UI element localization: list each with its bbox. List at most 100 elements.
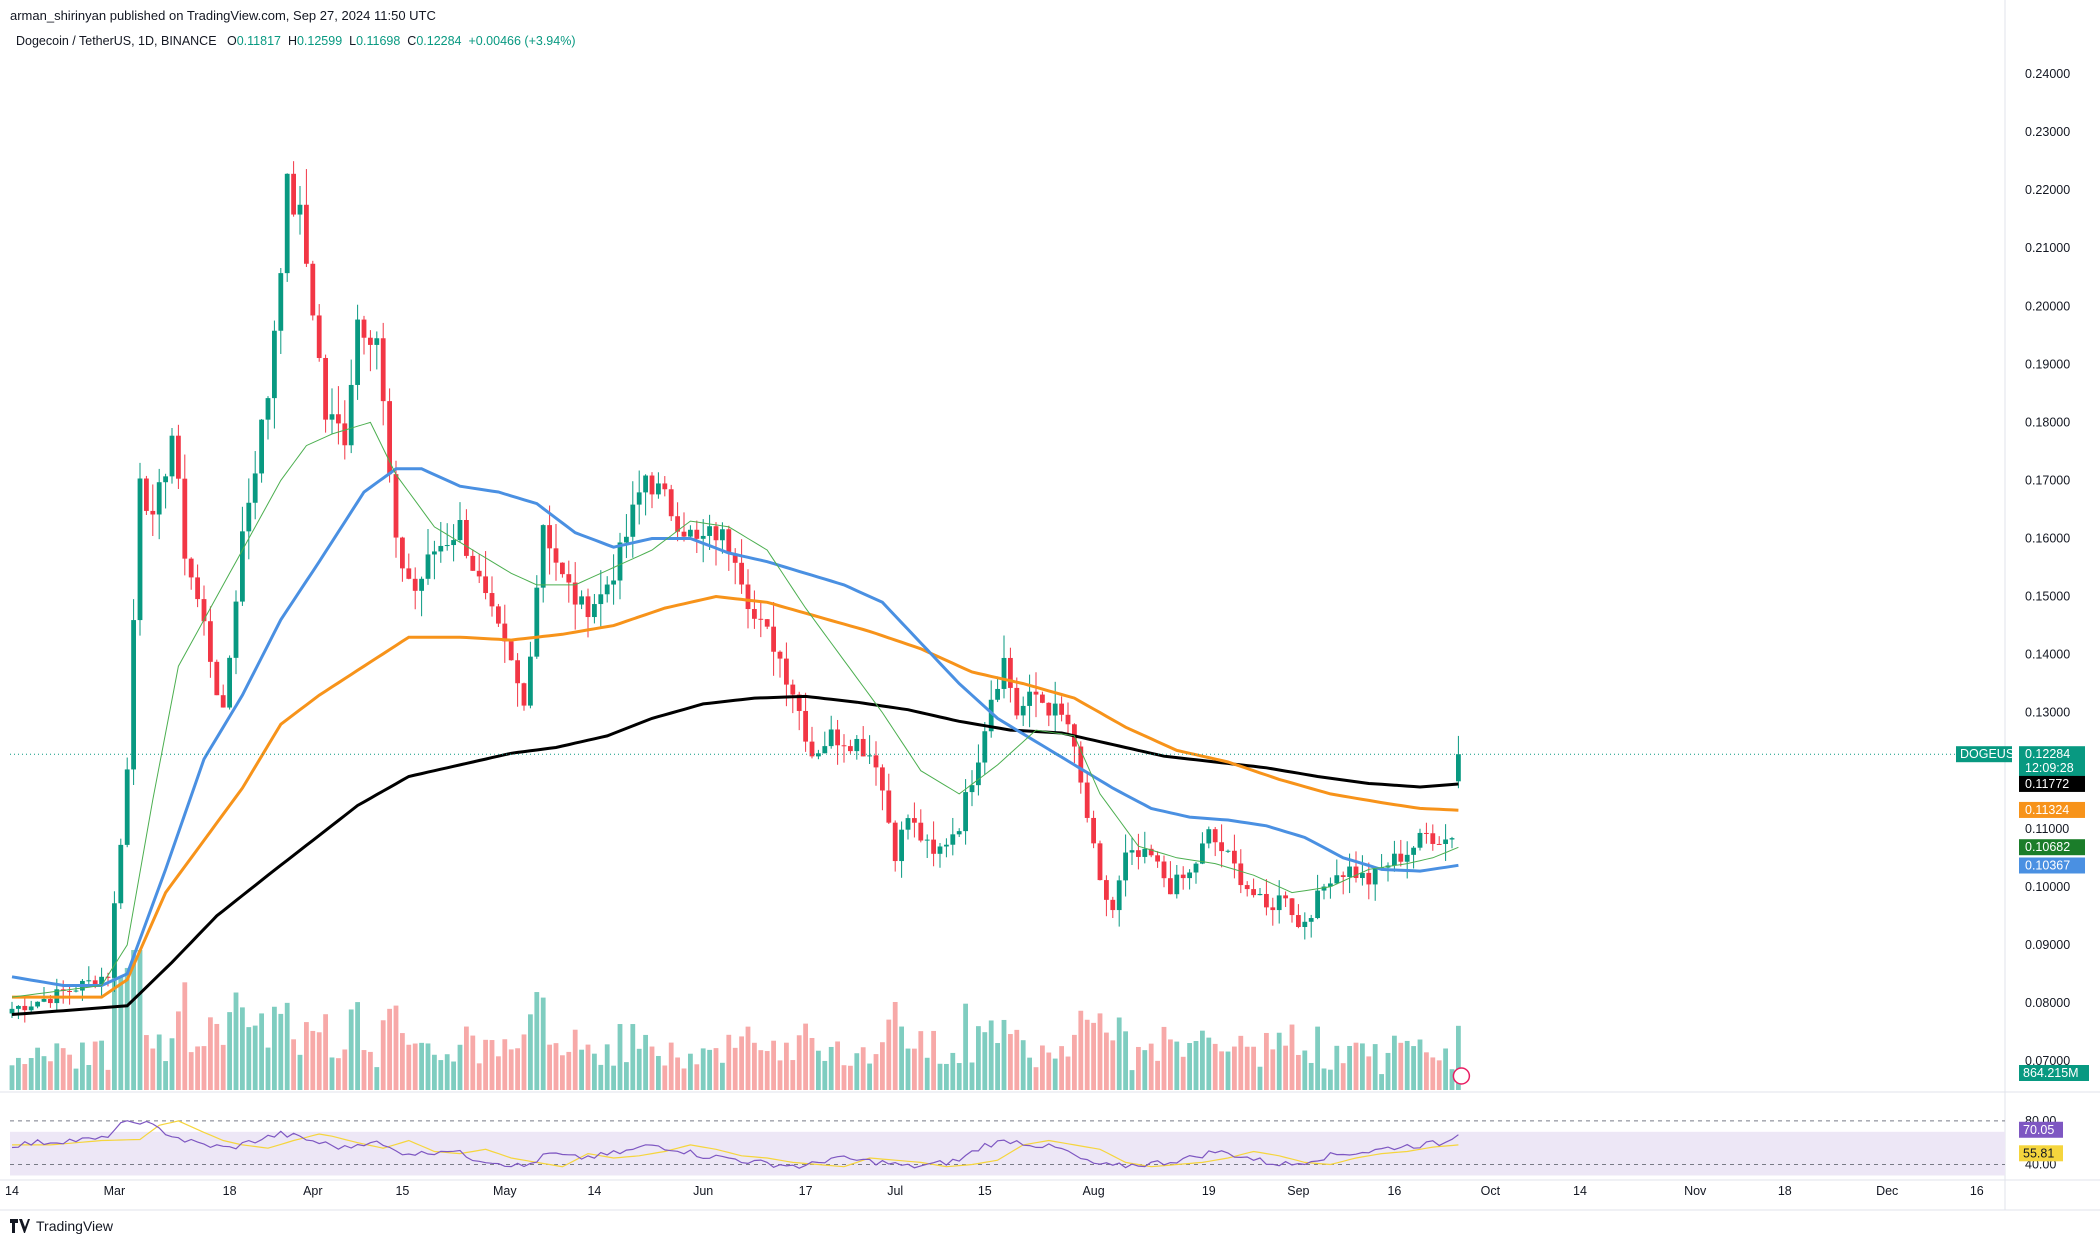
volume-bar xyxy=(419,1042,424,1090)
y-tick-label: 0.14000 xyxy=(2025,648,2070,662)
price-tag-symbol-bg xyxy=(1956,746,2012,763)
candle-body xyxy=(790,684,796,695)
candle-body xyxy=(796,694,802,711)
volume-bar xyxy=(483,1039,488,1090)
candle-body xyxy=(636,492,642,505)
volume-bar xyxy=(188,1052,194,1090)
x-tick-label: 17 xyxy=(799,1184,813,1198)
candle-body xyxy=(643,475,648,493)
volume-bar xyxy=(252,1025,258,1090)
volume-bar xyxy=(720,1062,725,1090)
volume-bar xyxy=(726,1034,732,1090)
volume-bar xyxy=(393,1005,399,1090)
volume-bar xyxy=(534,992,540,1090)
volume-bar xyxy=(425,1043,431,1090)
candle-body xyxy=(1161,861,1167,879)
publisher-line: arman_shirinyan published on TradingView… xyxy=(10,8,436,23)
rsi-value-tag: 55.81 xyxy=(2023,1146,2054,1160)
volume-bar xyxy=(758,1050,764,1090)
volume-bar xyxy=(982,1032,988,1090)
candle-body xyxy=(1353,866,1359,879)
candle-body xyxy=(272,330,277,399)
candle-body xyxy=(86,980,92,982)
candle-body xyxy=(137,478,143,621)
candle-body xyxy=(182,478,188,559)
volume-tag: 864.215M xyxy=(2023,1066,2079,1080)
volume-bar xyxy=(656,1055,661,1090)
candle-body xyxy=(905,818,911,830)
volume-bar xyxy=(1372,1044,1378,1090)
volume-bar xyxy=(67,1054,72,1090)
volume-bar xyxy=(1091,1022,1096,1090)
volume-bar xyxy=(873,1054,879,1090)
volume-bar xyxy=(624,1062,629,1090)
volume-bar xyxy=(937,1063,943,1090)
candle-body xyxy=(700,535,706,539)
candle-body xyxy=(464,520,469,556)
volume-bar xyxy=(137,950,143,1090)
volume-bar xyxy=(1129,1070,1135,1090)
volume-bar xyxy=(636,1048,642,1090)
candle-body xyxy=(515,660,520,684)
volume-bar xyxy=(1014,1029,1020,1090)
volume-bar xyxy=(1424,1052,1429,1090)
volume-bar xyxy=(566,1051,572,1090)
candle-body xyxy=(950,834,956,845)
candle-body xyxy=(956,831,962,835)
volume-bar xyxy=(611,1065,616,1090)
volume-bar xyxy=(496,1056,501,1090)
volume-bar xyxy=(1238,1035,1244,1090)
volume-bar xyxy=(688,1053,693,1090)
volume-bar xyxy=(547,1044,552,1090)
volume-bar xyxy=(739,1036,744,1090)
x-tick-label: Dec xyxy=(1876,1184,1898,1198)
volume-bar xyxy=(1206,1037,1212,1090)
tradingview-logo[interactable]: TradingView xyxy=(10,1218,113,1234)
candle-body xyxy=(1123,852,1128,881)
y-tick-label: 0.18000 xyxy=(2025,415,2070,429)
candle-body xyxy=(675,516,680,532)
volume-bar xyxy=(1046,1052,1052,1090)
volume-bar xyxy=(572,1029,578,1090)
price-tag-value: 0.10682 xyxy=(2025,840,2070,854)
volume-bar xyxy=(297,1054,303,1090)
volume-bar xyxy=(1059,1046,1064,1090)
candle-body xyxy=(764,619,770,627)
volume-bar xyxy=(28,1058,34,1090)
volume-bar xyxy=(368,1051,373,1090)
volume-bar xyxy=(1315,1026,1320,1090)
volume-bar xyxy=(892,1001,898,1090)
candle-body xyxy=(144,478,149,511)
candle-body xyxy=(208,621,213,662)
volume-bar xyxy=(1155,1060,1160,1090)
candle-body xyxy=(579,596,584,605)
volume-bar xyxy=(835,1041,840,1090)
volume-bar xyxy=(278,1013,284,1090)
candle-body xyxy=(1251,889,1256,896)
volume-bar xyxy=(457,1044,463,1090)
y-tick-label: 0.21000 xyxy=(2025,241,2070,255)
volume-bar xyxy=(854,1053,860,1090)
candle-body xyxy=(1059,703,1064,715)
candle-body xyxy=(502,623,508,642)
ma-line xyxy=(11,421,1459,998)
volume-bar xyxy=(1008,1034,1013,1090)
volume-bar xyxy=(400,1033,405,1090)
volume-bar xyxy=(822,1060,828,1090)
candle-body xyxy=(886,790,892,823)
volume-bar xyxy=(227,1012,232,1090)
candle-body xyxy=(188,558,194,578)
candle-body xyxy=(976,762,981,786)
candle-body xyxy=(227,657,232,708)
volume-bar xyxy=(694,1064,700,1090)
candle-body xyxy=(899,829,904,862)
candle-body xyxy=(348,384,354,446)
volume-bar xyxy=(464,1026,469,1090)
volume-bar xyxy=(1340,1063,1346,1090)
volume-bar xyxy=(1430,1057,1436,1090)
volume-bar xyxy=(1417,1039,1423,1090)
symbol-name[interactable]: Dogecoin / TetherUS, 1D, BINANCE xyxy=(16,34,217,48)
volume-bar xyxy=(777,1060,783,1090)
candle-body xyxy=(1443,839,1448,845)
